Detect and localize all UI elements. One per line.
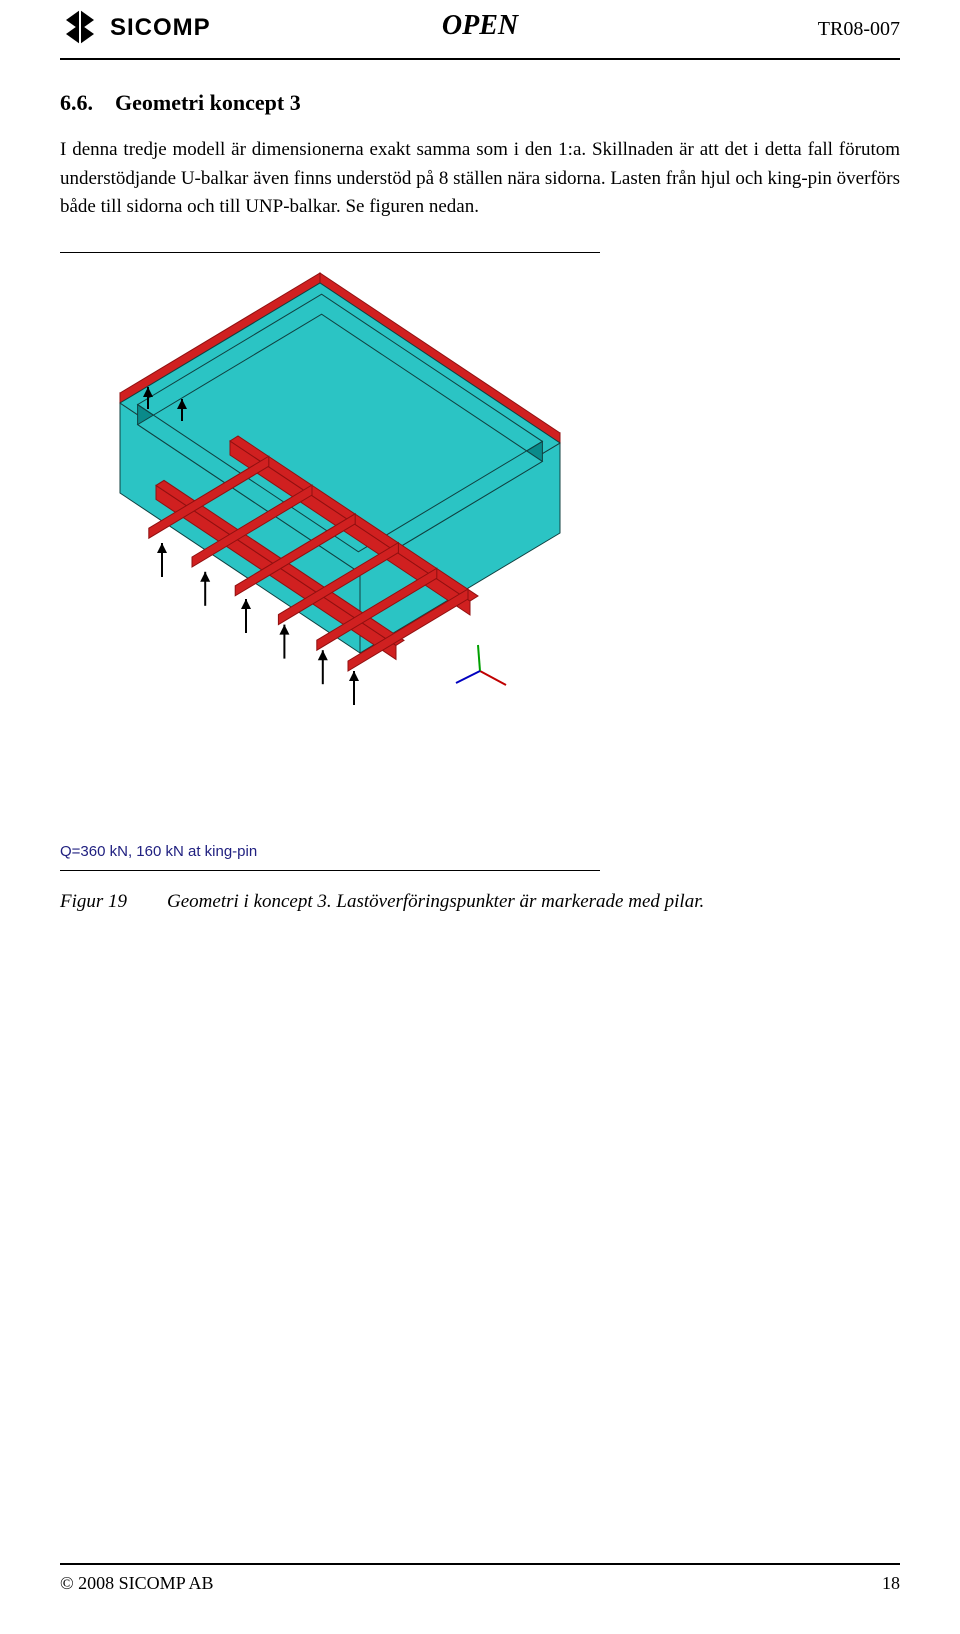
section-heading: 6.6. Geometri koncept 3 xyxy=(60,90,900,116)
figure-number: Figur 19 xyxy=(60,891,127,913)
brand-group: SICOMP xyxy=(60,8,211,48)
page-footer: © 2008 SICOMP AB 18 xyxy=(60,1563,900,1594)
figure-diagram xyxy=(60,263,600,823)
footer-copyright: © 2008 SICOMP AB xyxy=(60,1573,214,1594)
figure-caption-text: Geometri i koncept 3. Lastöverföringspun… xyxy=(167,891,704,913)
figure-rule-bottom xyxy=(60,870,600,871)
brand-logo-icon xyxy=(60,8,100,48)
figure-block: Q=360 kN, 160 kN at king-pin Figur 19 Ge… xyxy=(60,252,900,913)
page-header: SICOMP OPEN TR08-007 xyxy=(60,0,900,60)
figure-load-label: Q=360 kN, 160 kN at king-pin xyxy=(60,843,900,860)
header-title: OPEN xyxy=(442,10,518,42)
content-area: 6.6. Geometri koncept 3 I denna tredje m… xyxy=(0,60,960,913)
diagram-svg xyxy=(60,263,600,823)
footer-page-number: 18 xyxy=(882,1573,900,1594)
paragraph-1: I denna tredje modell är dimensionerna e… xyxy=(60,136,900,222)
document-id: TR08-007 xyxy=(818,18,900,41)
figure-rule-top xyxy=(60,252,600,253)
section-number: 6.6. xyxy=(60,90,93,115)
brand-name: SICOMP xyxy=(110,14,211,42)
section-title-text: Geometri koncept 3 xyxy=(115,90,301,115)
figure-caption: Figur 19 Geometri i koncept 3. Lastöverf… xyxy=(60,891,900,913)
